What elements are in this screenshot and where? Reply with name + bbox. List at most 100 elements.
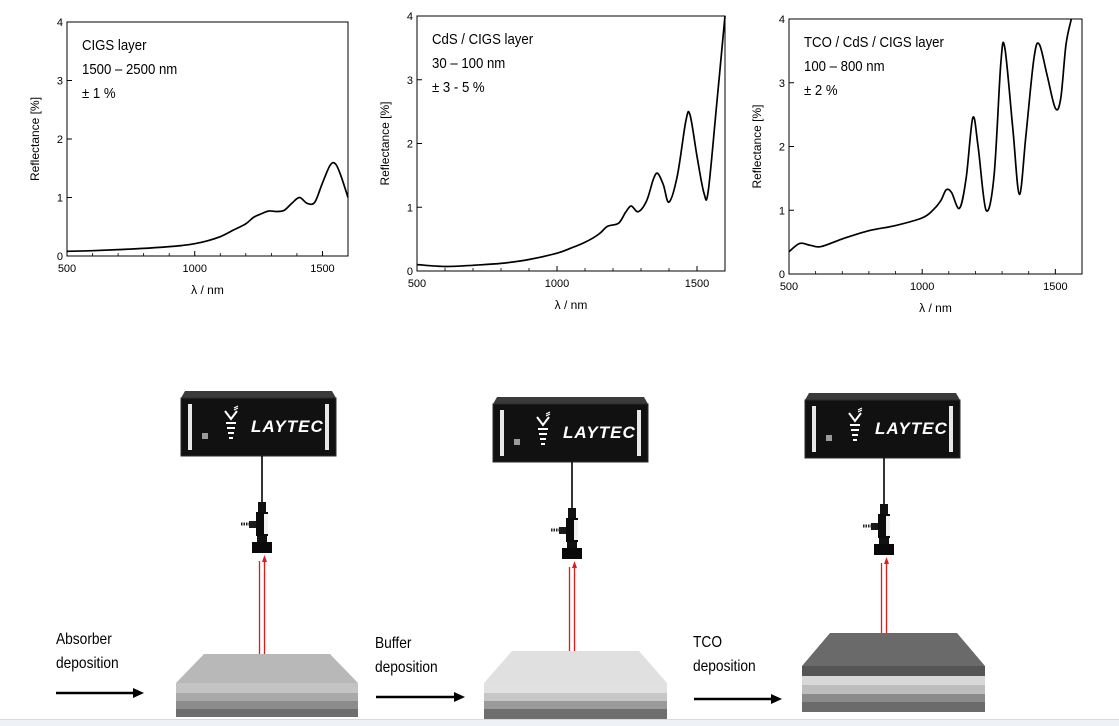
laytec-logo-icon	[536, 411, 551, 445]
device-handle-left	[500, 410, 504, 456]
device-top	[181, 391, 336, 398]
y-tick-label: 2	[779, 142, 785, 154]
x-tick-label: 1500	[685, 278, 709, 290]
x-tick-label: 500	[58, 263, 76, 275]
sample-layer	[802, 676, 985, 685]
sensor-connector	[568, 508, 576, 518]
stage-buffer: LAYTEC Buffer deposition	[375, 397, 667, 719]
sensor-label-plate	[264, 514, 268, 534]
y-tick-label: 0	[57, 251, 63, 263]
laytec-logo-icon	[224, 405, 239, 439]
device-led	[514, 439, 520, 445]
laytec-device: LAYTEC	[492, 397, 649, 463]
sensor-label-plate	[886, 516, 890, 536]
y-axis-label: Reflectance [%]	[28, 97, 42, 181]
chart-cds: 0 1 2 3 4 500 1000 1500 λ / nm Reflectance [%] CdS…	[378, 11, 726, 312]
sensor-head	[863, 504, 894, 555]
annotation-line: TCO / CdS / CIGS layer	[804, 33, 944, 50]
reflectance-curve	[788, 18, 1073, 253]
sample-layer	[802, 685, 985, 694]
sensor-lens	[252, 542, 272, 553]
sample-layer	[484, 709, 667, 719]
laytec-brand-text: LAYTEC	[875, 419, 948, 438]
laytec-device: LAYTEC	[180, 391, 337, 457]
sample-top-surface	[802, 633, 985, 666]
laytec-brand-text: LAYTEC	[251, 417, 324, 436]
y-tick-label: 4	[779, 14, 785, 26]
logo-ray	[857, 407, 863, 413]
device-body	[804, 399, 961, 459]
bottom-border	[0, 719, 1119, 726]
device-top	[805, 393, 960, 400]
y-axis-label: Reflectance [%]	[378, 101, 392, 185]
reflectance-curve	[66, 161, 349, 253]
sensor-label-plate	[574, 520, 578, 540]
device-handle-right	[949, 406, 953, 452]
stage-label-line: TCO	[693, 633, 722, 651]
device-handle-right	[325, 404, 329, 450]
y-tick-label: 4	[407, 11, 413, 23]
layered-sample	[802, 633, 985, 712]
sample-layer	[802, 694, 985, 702]
sensor-knob	[871, 523, 878, 530]
device-handle-right	[637, 410, 641, 456]
device-top	[493, 397, 648, 404]
device-body	[180, 397, 337, 457]
sample-top-surface	[176, 654, 358, 683]
sample-layer	[176, 701, 358, 709]
annotation-line: 100 – 800 nm	[804, 57, 885, 74]
y-tick-label: 0	[407, 266, 413, 278]
x-tick-label: 500	[780, 281, 798, 293]
laytec-brand-text: LAYTEC	[563, 423, 636, 442]
process-arrow-head	[454, 692, 465, 702]
stage-label-line: Absorber	[56, 630, 112, 648]
sensor-knob	[249, 521, 256, 528]
y-tick-label: 1	[57, 193, 63, 205]
logo-chevron	[536, 416, 550, 427]
device-handle-left	[812, 406, 816, 452]
y-tick-label: 3	[779, 78, 785, 90]
stage-label-line: Buffer	[375, 634, 411, 652]
logo-ray	[545, 411, 551, 417]
stage-label-line: deposition	[375, 658, 438, 676]
x-tick-label: 1000	[182, 263, 206, 275]
layered-sample	[484, 651, 667, 719]
x-axis-label: λ / nm	[555, 298, 588, 312]
y-tick-label: 0	[779, 269, 785, 281]
y-tick-label: 4	[57, 17, 63, 29]
device-led	[202, 433, 208, 439]
sample-layer	[802, 702, 985, 712]
device-handle-left	[188, 404, 192, 450]
beam-arrowhead-up	[262, 555, 267, 562]
reflectance-curve	[416, 15, 726, 268]
stage-tco: LAYTEC TCO deposition	[693, 393, 985, 712]
sensor-knob	[559, 527, 566, 534]
sensor-lens	[874, 544, 894, 555]
x-tick-label: 1500	[310, 263, 334, 275]
sample-layer	[176, 709, 358, 717]
sample-layer	[176, 693, 358, 701]
device-body	[492, 403, 649, 463]
logo-chevron	[848, 412, 862, 423]
x-tick-label: 1000	[910, 281, 934, 293]
stage-absorber: LAYTEC Absorber deposition	[56, 391, 358, 717]
stage-label-line: deposition	[56, 654, 119, 672]
process-arrow-head	[771, 694, 782, 704]
device-led	[826, 435, 832, 441]
y-axis-label: Reflectance [%]	[750, 104, 764, 188]
sample-layer	[176, 683, 358, 693]
sensor-head	[551, 508, 582, 559]
chart-tco: 0 1 2 3 4 500 1000 1500 λ / nm Reflectance [%] TCO…	[750, 14, 1083, 315]
logo-chevron	[224, 410, 238, 421]
sample-layer	[484, 701, 667, 709]
beam-arrowhead-up	[572, 561, 577, 568]
y-tick-label: 2	[407, 139, 413, 151]
sensor-lens	[562, 548, 582, 559]
annotation-line: CdS / CIGS layer	[432, 30, 533, 47]
x-tick-label: 1000	[545, 278, 569, 290]
y-tick-label: 3	[407, 75, 413, 87]
x-tick-label: 500	[408, 278, 426, 290]
annotation-line: ± 1 %	[82, 84, 116, 101]
x-axis-label: λ / nm	[191, 283, 224, 297]
beam-arrowhead-up	[884, 557, 889, 564]
